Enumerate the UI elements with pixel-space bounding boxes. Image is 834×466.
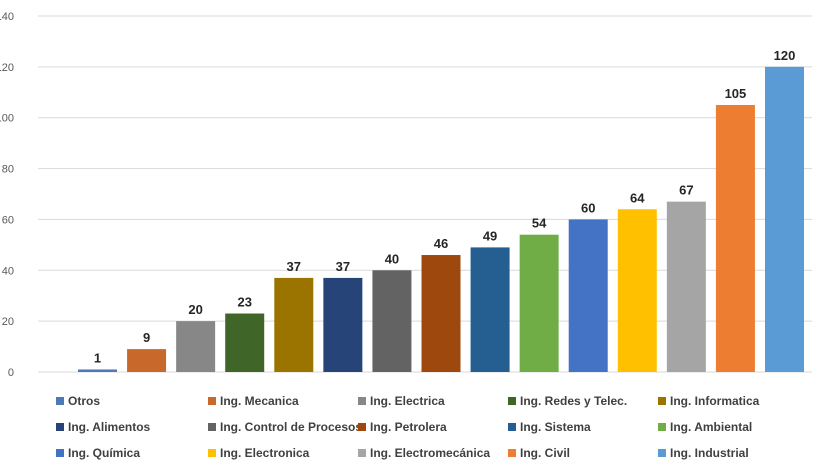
bar: [127, 349, 167, 372]
bar: [470, 247, 510, 372]
legend-swatch: [358, 423, 366, 431]
legend-swatch: [208, 397, 216, 405]
bar-chart: 0 20 40 60 80 100 120 140 1 9 20 23 37 37 40 46 49 54 60 6…: [0, 11, 812, 379]
legend-label: Ing. Electronica: [220, 446, 310, 460]
data-label: 49: [483, 228, 497, 243]
legend-label: Ing. Sistema: [520, 420, 591, 434]
bar: [274, 277, 314, 372]
legend-label: Ing. Alimentos: [68, 420, 151, 434]
bar: [617, 209, 657, 372]
y-axis-ticks: 0 20 40 60 80 100 120 140: [0, 11, 14, 379]
legend-item: Otros: [56, 394, 100, 408]
data-label: 23: [237, 295, 251, 310]
data-label: 20: [188, 302, 202, 317]
bar: [421, 255, 461, 372]
legend-label: Ing. Civil: [520, 446, 571, 460]
legend-item: Ing. Petrolera: [358, 420, 447, 434]
bars: [78, 66, 804, 372]
legend-label: Ing. Electrica: [370, 394, 445, 408]
data-label: 46: [434, 236, 448, 251]
legend-item: Ing. Redes y Telec.: [508, 394, 627, 408]
legend-swatch: [56, 397, 64, 405]
data-label: 67: [679, 183, 693, 198]
legend: Otros Ing. Mecanica Ing. Electrica Ing. Red…: [56, 390, 816, 462]
data-label: 9: [143, 330, 150, 345]
legend-item: Ing. Informatica: [658, 394, 759, 408]
legend-label: Ing. Ambiental: [670, 420, 753, 434]
y-tick-label: 60: [2, 214, 14, 226]
legend-label: Ing. Informatica: [670, 394, 760, 408]
legend-item: Ing. Electronica: [208, 446, 309, 460]
y-tick-label: 140: [0, 11, 14, 23]
bar: [765, 66, 804, 372]
legend-item: Ing. Sistema: [508, 420, 591, 434]
legend-swatch: [658, 449, 666, 457]
bar: [568, 219, 608, 372]
data-label: 64: [630, 190, 645, 205]
data-label: 60: [581, 200, 595, 215]
legend-swatch: [508, 423, 516, 431]
legend-item: Ing. Electrica: [358, 394, 445, 408]
bar: [176, 321, 216, 372]
bar: [225, 313, 265, 372]
legend-label: Otros: [68, 394, 101, 408]
legend-item: Ing. Química: [56, 446, 140, 460]
y-tick-label: 120: [0, 62, 14, 74]
legend-swatch: [56, 449, 64, 457]
legend-item: Ing. Ambiental: [658, 420, 752, 434]
legend-label: Ing. Redes y Telec.: [520, 394, 628, 408]
legend-swatch: [508, 397, 516, 405]
legend-label: Ing. Industrial: [670, 446, 749, 460]
data-label: 1: [94, 350, 101, 365]
y-tick-label: 20: [2, 316, 14, 328]
y-tick-label: 40: [2, 265, 14, 277]
legend-label: Ing. Mecanica: [220, 394, 299, 408]
data-label: 37: [336, 259, 350, 274]
legend-swatch: [358, 397, 366, 405]
legend-swatch: [208, 423, 216, 431]
data-label: 37: [287, 259, 301, 274]
data-label: 40: [385, 251, 399, 266]
bar: [78, 369, 117, 372]
legend-item: Ing. Civil: [508, 446, 570, 460]
bar: [666, 201, 706, 372]
y-tick-label: 100: [0, 113, 14, 125]
data-label: 120: [774, 48, 796, 63]
legend-swatch: [358, 449, 366, 457]
legend-label: Ing. Control de Procesos: [220, 420, 363, 434]
legend-item: Ing. Mecanica: [208, 394, 299, 408]
value-labels: 1 9 20 23 37 37 40 46 49 54 60 64 67 105 120: [94, 48, 795, 366]
legend-swatch: [208, 449, 216, 457]
legend-label: Ing. Química: [68, 446, 141, 460]
y-tick-label: 80: [2, 164, 14, 176]
bar: [372, 270, 412, 372]
data-label: 54: [532, 216, 547, 231]
legend-label: Ing. Petrolera: [370, 420, 447, 434]
legend-label: Ing. Electromecánica: [370, 446, 491, 460]
bar: [715, 105, 755, 372]
data-label: 105: [725, 86, 747, 101]
y-tick-label: 0: [8, 367, 14, 379]
legend-swatch: [508, 449, 516, 457]
legend-swatch: [658, 423, 666, 431]
legend-swatch: [56, 423, 64, 431]
bar: [519, 234, 559, 372]
legend-item: Ing. Electromecánica: [358, 446, 490, 460]
bar: [323, 277, 363, 372]
legend-item: Ing. Industrial: [658, 446, 749, 460]
legend-swatch: [658, 397, 666, 405]
legend-item: Ing. Control de Procesos: [208, 420, 362, 434]
legend-item: Ing. Alimentos: [56, 420, 150, 434]
